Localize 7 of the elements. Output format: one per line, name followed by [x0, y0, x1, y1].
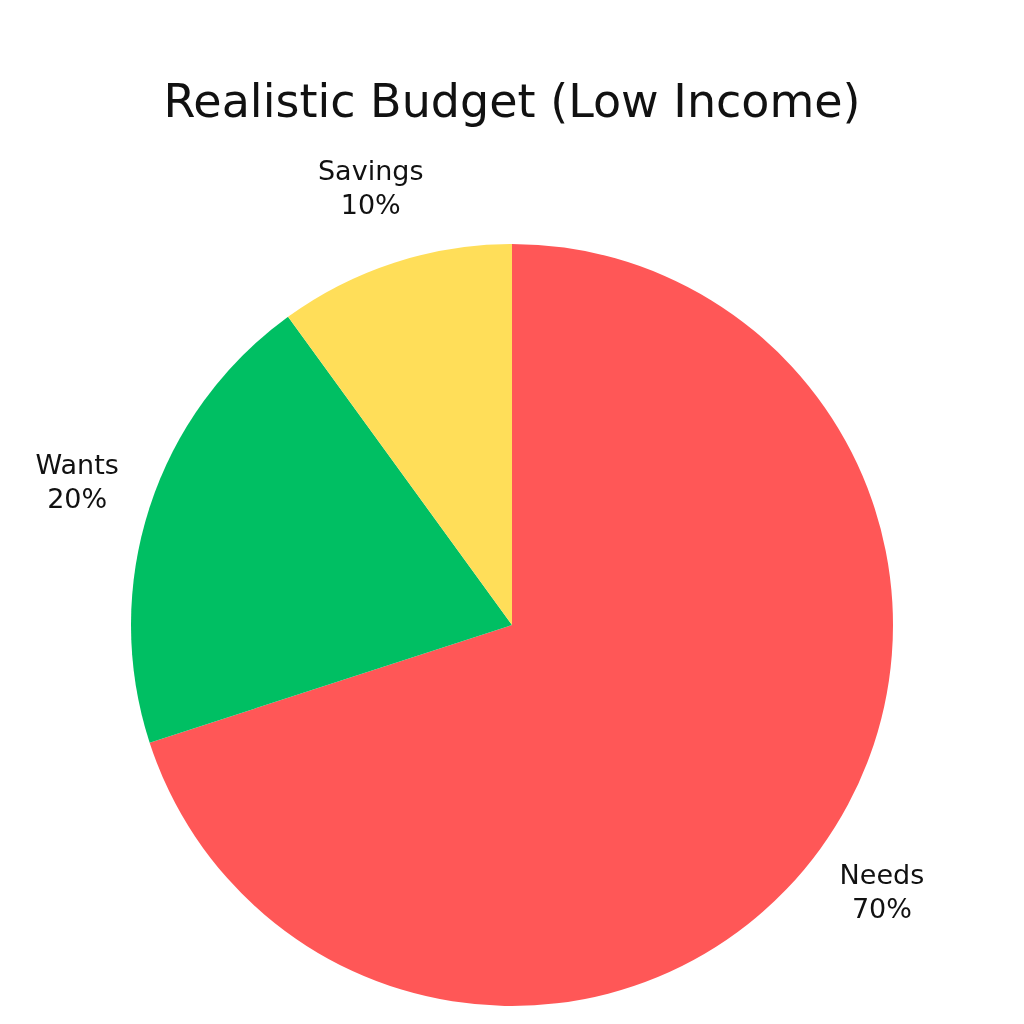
slice-label: Wants	[35, 448, 119, 480]
chart-title: Realistic Budget (Low Income)	[163, 73, 861, 128]
slice-label: Needs	[839, 858, 925, 890]
data-label: 10%	[340, 189, 401, 221]
slice-label: Savings	[317, 155, 424, 187]
data-label: 70%	[851, 892, 912, 924]
data-label: 20%	[47, 482, 108, 514]
